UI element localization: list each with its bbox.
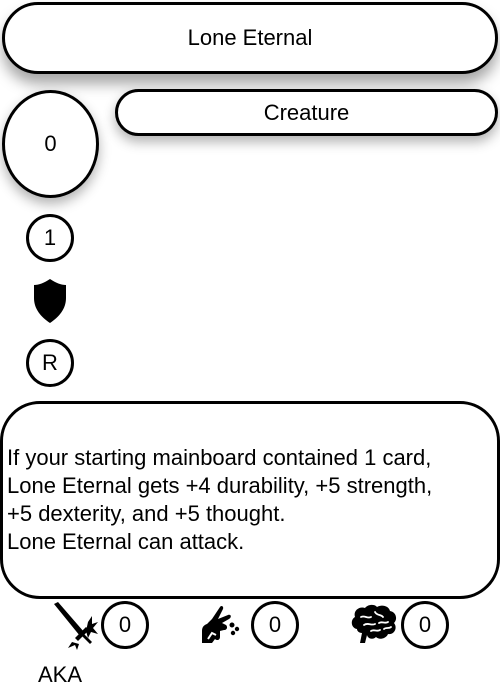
brain-icon	[351, 604, 397, 643]
rules-text-line: +5 dexterity, and +5 thought.	[7, 501, 286, 526]
rules-text-line: Lone Eternal gets +4 durability, +5 stre…	[7, 473, 433, 498]
shield-icon	[34, 279, 66, 323]
card-type-box: Creature	[115, 89, 498, 136]
level-value: 1	[43, 225, 57, 250]
cost-circle: 0	[2, 90, 99, 198]
cost-value: 0	[44, 131, 57, 156]
hand-icon	[202, 605, 240, 643]
rules-text-line: If your starting mainboard contained 1 c…	[7, 445, 432, 470]
card-type: Creature	[263, 99, 350, 125]
rarity-circle: R	[26, 339, 74, 387]
strength-value: 0	[118, 612, 132, 637]
rules-text-box: If your starting mainboard contained 1 c…	[0, 401, 500, 599]
level-circle: 1	[26, 214, 74, 262]
card-title-box: Lone Eternal	[2, 2, 498, 74]
card-title: Lone Eternal	[187, 25, 313, 50]
sword-icon	[54, 602, 98, 650]
dexterity-value: 0	[268, 612, 282, 637]
strength-circle: 0	[101, 601, 149, 649]
dexterity-circle: 0	[251, 601, 299, 649]
aka-label: AKA	[38, 662, 83, 687]
thought-value: 0	[418, 612, 432, 637]
rarity-value: R	[42, 350, 58, 375]
rules-text-line: Lone Eternal can attack.	[7, 529, 245, 554]
rules-text: If your starting mainboard contained 1 c…	[7, 444, 493, 556]
thought-circle: 0	[401, 601, 449, 649]
